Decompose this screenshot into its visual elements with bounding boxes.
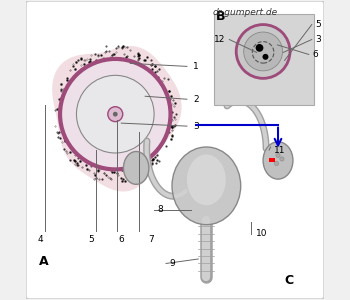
Circle shape: [276, 153, 280, 158]
Text: 3: 3: [315, 35, 321, 44]
Circle shape: [76, 75, 154, 153]
FancyBboxPatch shape: [26, 1, 324, 299]
Ellipse shape: [172, 147, 241, 225]
Text: 7: 7: [148, 235, 154, 244]
Circle shape: [235, 23, 292, 80]
Circle shape: [280, 157, 284, 161]
Ellipse shape: [124, 152, 149, 184]
Circle shape: [108, 107, 123, 122]
Bar: [269, 158, 275, 162]
Text: C: C: [284, 274, 293, 287]
Text: 1: 1: [193, 62, 199, 71]
Text: A: A: [39, 255, 49, 268]
Text: 6: 6: [312, 50, 318, 59]
Ellipse shape: [187, 154, 226, 205]
Text: 3: 3: [193, 122, 199, 130]
Circle shape: [244, 32, 282, 71]
Text: 9: 9: [169, 259, 175, 268]
Text: 11: 11: [274, 146, 285, 154]
Text: B: B: [216, 10, 225, 23]
FancyBboxPatch shape: [214, 14, 314, 105]
Circle shape: [256, 44, 264, 52]
Text: 8: 8: [157, 205, 163, 214]
Circle shape: [113, 112, 118, 117]
Text: 6: 6: [118, 235, 124, 244]
Text: 10: 10: [256, 229, 267, 238]
Text: 12: 12: [215, 35, 226, 44]
Text: 2: 2: [193, 95, 198, 104]
Circle shape: [60, 59, 170, 170]
Circle shape: [262, 54, 268, 60]
Polygon shape: [53, 47, 181, 191]
Ellipse shape: [263, 142, 293, 179]
Text: dr-gumpert.de: dr-gumpert.de: [212, 8, 278, 17]
Text: 5: 5: [89, 235, 94, 244]
Text: 4: 4: [38, 235, 43, 244]
Text: 5: 5: [315, 20, 321, 29]
Circle shape: [274, 161, 279, 166]
